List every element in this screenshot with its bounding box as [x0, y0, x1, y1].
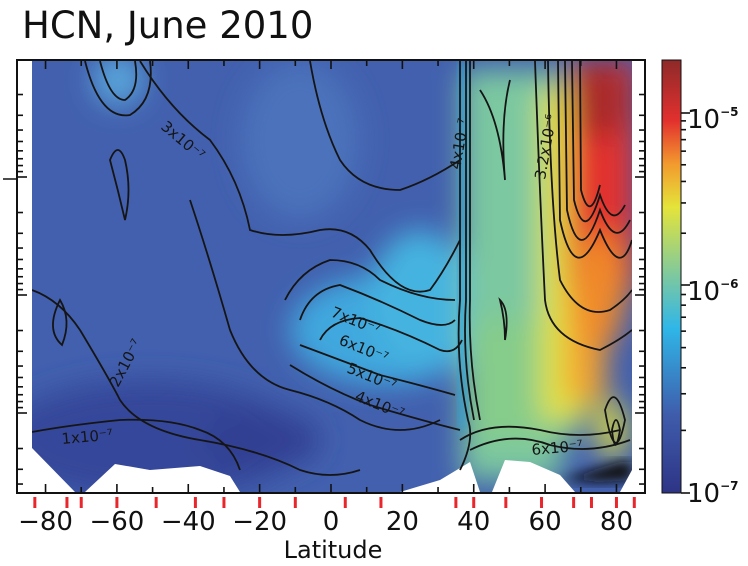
x-tick-labels: −80 −60 −40 −20 0 20 40 60 80 [18, 507, 633, 537]
contour-label: 1x10⁻⁷ [61, 426, 114, 448]
x-tick-label: 0 [323, 507, 340, 537]
x-axis-label: Latitude [284, 536, 383, 564]
sample-latitude-markers [33, 497, 636, 508]
x-tick-label: 20 [386, 507, 419, 537]
colorbar-label-1e-7: 10−7 [687, 479, 739, 509]
x-tick-label: 80 [600, 507, 633, 537]
colorbar: 10−5 10−6 10−7 [661, 59, 739, 509]
no-data-region [32, 448, 75, 492]
chart-title: HCN, June 2010 [22, 4, 313, 47]
x-tick-label: −80 [18, 507, 73, 537]
colorbar-gradient [661, 59, 682, 494]
colorbar-label-1e-5: 10−5 [687, 105, 739, 135]
x-tick-label: −20 [232, 507, 287, 537]
x-tick-label: 40 [457, 507, 490, 537]
colorbar-label-1e-6: 10−6 [687, 277, 739, 307]
concentration-field: 3x10⁻⁷ 2x10⁻⁷ 1x10⁻⁷ 7x10⁻⁷ 6x10⁻⁷ 5x10⁻… [32, 61, 632, 492]
contour-label: 6x10⁻⁷ [531, 437, 584, 459]
x-tick-label: −40 [161, 507, 216, 537]
x-tick-label: −60 [89, 507, 144, 537]
contour-lines [32, 61, 632, 476]
axis-ticks [17, 60, 645, 493]
x-tick-label: 60 [529, 507, 562, 537]
